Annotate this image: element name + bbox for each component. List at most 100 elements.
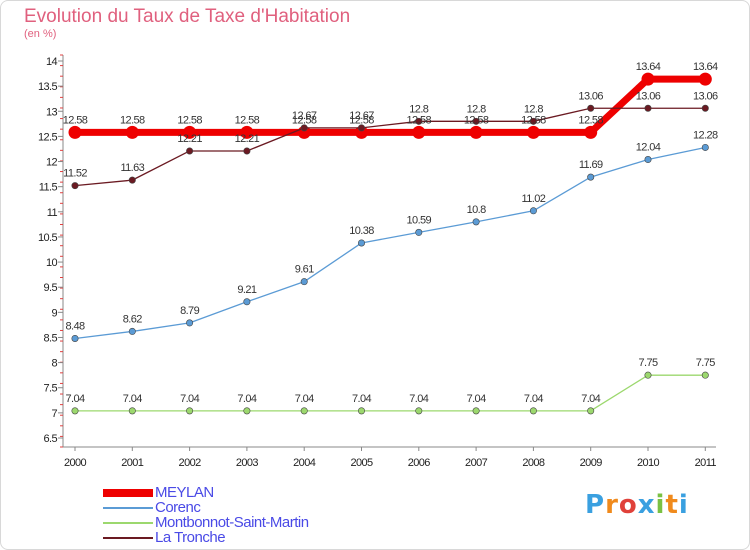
series-line-corenc <box>74 146 706 340</box>
y-tick-label: 11.5 <box>39 182 58 194</box>
data-label-meylan: 12.58 <box>120 114 145 126</box>
data-point-corenc <box>472 218 480 226</box>
data-label-la-tronche: 13.06 <box>636 90 661 102</box>
data-point-montbonnot-saint-martin <box>71 407 79 415</box>
x-tick-label: 2006 <box>408 457 431 469</box>
data-label-corenc: 10.59 <box>407 214 432 226</box>
data-label-la-tronche: 13.06 <box>693 90 718 102</box>
data-label-montbonnot-saint-martin: 7.75 <box>696 357 715 369</box>
data-point-meylan <box>183 125 197 139</box>
data-label-meylan: 12.58 <box>521 114 546 126</box>
data-label-la-tronche: 12.8 <box>467 103 486 115</box>
data-label-la-tronche: 11.52 <box>63 168 87 180</box>
data-point-montbonnot-saint-martin <box>357 407 365 415</box>
data-label-meylan: 12.58 <box>578 114 603 126</box>
legend-swatch <box>103 522 153 524</box>
legend-swatch <box>103 489 153 497</box>
data-point-corenc <box>644 156 652 164</box>
y-tick-label: 11 <box>47 207 58 219</box>
x-tick-label: 2007 <box>465 457 488 469</box>
legend-label: La Tronche <box>155 529 226 546</box>
data-label-corenc: 8.79 <box>180 305 199 317</box>
data-label-meylan: 12.58 <box>464 114 489 126</box>
legend-label: MEYLAN <box>155 484 214 501</box>
data-point-montbonnot-saint-martin <box>644 371 652 379</box>
data-point-corenc <box>243 298 251 306</box>
chart-subtitle: (en %) <box>24 28 57 40</box>
data-label-montbonnot-saint-martin: 7.04 <box>237 393 256 405</box>
data-label-la-tronche: 12.21 <box>177 133 202 145</box>
x-tick-label: 2009 <box>580 457 603 469</box>
data-point-la-tronche <box>472 117 480 125</box>
data-label-montbonnot-saint-martin: 7.04 <box>581 393 600 405</box>
series-line-montbonnot-saint-martin <box>75 374 706 412</box>
data-label-corenc: 8.62 <box>123 313 142 325</box>
data-label-corenc: 8.48 <box>65 320 84 332</box>
data-label-corenc: 12.28 <box>693 129 718 141</box>
data-point-montbonnot-saint-martin <box>529 407 537 415</box>
data-label-corenc: 9.61 <box>295 264 314 276</box>
data-label-montbonnot-saint-martin: 7.04 <box>467 393 486 405</box>
data-point-la-tronche <box>644 104 652 112</box>
x-tick-label: 2008 <box>522 457 545 469</box>
data-label-montbonnot-saint-martin: 7.04 <box>65 393 84 405</box>
y-tick-label: 8.5 <box>44 332 58 344</box>
data-label-montbonnot-saint-martin: 7.04 <box>352 393 371 405</box>
data-point-meylan <box>412 125 426 139</box>
y-tick-label: 13.5 <box>38 81 57 93</box>
y-tick-label: 10 <box>46 257 58 269</box>
data-point-meylan <box>584 125 598 139</box>
data-label-montbonnot-saint-martin: 7.04 <box>295 393 314 405</box>
series-lines <box>68 72 712 415</box>
x-tick-label: 2001 <box>121 457 144 469</box>
data-point-corenc <box>415 228 423 236</box>
data-label-meylan: 13.64 <box>693 61 718 73</box>
data-label-la-tronche: 11.63 <box>120 162 144 174</box>
data-point-montbonnot-saint-martin <box>128 407 136 415</box>
data-point-montbonnot-saint-martin <box>243 407 251 415</box>
data-point-la-tronche <box>128 176 136 184</box>
data-label-montbonnot-saint-martin: 7.04 <box>409 393 428 405</box>
data-point-montbonnot-saint-martin <box>472 407 480 415</box>
data-label-meylan: 12.58 <box>235 114 260 126</box>
y-tick-label: 13 <box>46 106 58 118</box>
data-label-meylan: 13.64 <box>636 61 661 73</box>
data-point-corenc <box>357 239 365 247</box>
legend-swatch <box>103 537 153 539</box>
data-point-corenc <box>71 334 79 342</box>
chart-axes: 6.5 7 7.5 8 8.5 9 9.5 10 10.5 11 11.5 12 12.5 13 13.5 1… <box>38 54 717 469</box>
data-label-corenc: 11.69 <box>579 159 603 171</box>
data-point-corenc <box>701 143 709 151</box>
x-tick-label: 2004 <box>293 457 316 469</box>
data-point-corenc <box>529 207 537 215</box>
data-label-corenc: 10.8 <box>467 204 486 216</box>
data-point-corenc <box>128 327 136 335</box>
data-label-meylan: 12.58 <box>407 114 432 126</box>
data-label-montbonnot-saint-martin: 7.75 <box>638 357 657 369</box>
y-tick-label: 9 <box>51 307 57 319</box>
data-point-la-tronche <box>701 104 709 112</box>
data-label-meylan: 12.58 <box>177 114 202 126</box>
data-label-montbonnot-saint-martin: 7.04 <box>180 393 199 405</box>
data-point-la-tronche <box>357 124 365 132</box>
y-tick-label: 6.5 <box>44 433 58 445</box>
chart-title: Evolution du Taux de Taxe d'Habitation <box>24 6 351 27</box>
data-point-meylan <box>68 125 82 139</box>
data-labels: 12.58 12.58 12.58 12.58 12.58 12.58 12.58 12.58… <box>63 61 719 405</box>
data-point-la-tronche <box>300 124 308 132</box>
y-tick-label: 10.5 <box>38 232 57 244</box>
data-point-montbonnot-saint-martin <box>415 407 423 415</box>
y-tick-label: 9.5 <box>44 282 58 294</box>
data-point-corenc <box>300 278 308 286</box>
x-tick-label: 2002 <box>179 457 202 469</box>
data-point-montbonnot-saint-martin <box>587 407 595 415</box>
y-tick-label: 7.5 <box>44 383 58 395</box>
legend-label: Montbonnot-Saint-Martin <box>155 514 309 531</box>
data-label-la-tronche: 12.8 <box>409 103 428 115</box>
y-tick-label: 8 <box>51 358 57 370</box>
data-label-la-tronche: 12.21 <box>235 133 260 145</box>
data-label-meylan: 12.58 <box>349 114 374 126</box>
data-point-montbonnot-saint-martin <box>300 407 308 415</box>
y-tick-label: 14 <box>46 56 58 68</box>
